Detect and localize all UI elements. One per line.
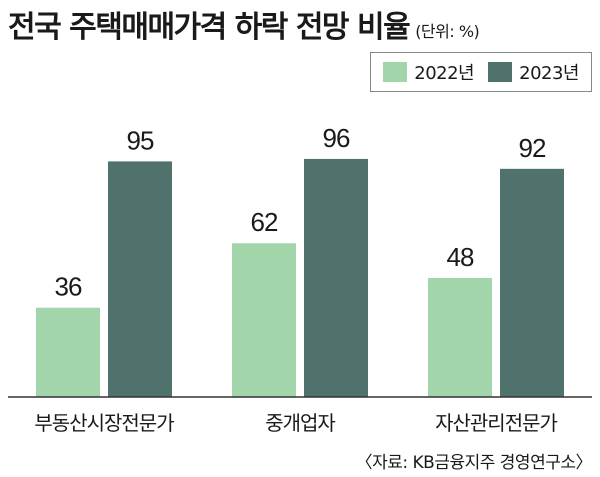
category-label-1: 중개업자 [265,411,335,435]
unit-label: (단위: %) [415,22,480,41]
bar-2022-1 [232,243,296,397]
bar-2023-2 [500,168,564,397]
legend-item-2023: 2023년 [488,59,579,85]
data-label-2022-0: 36 [55,272,82,302]
legend-item-2022: 2022년 [383,59,475,85]
bar-2022-2 [428,277,492,397]
category-label-0: 부동산시장전문가 [34,411,174,435]
legend-label-2023: 2023년 [519,63,579,84]
legend: 2022년 2023년 [370,52,592,92]
legend-label-2022: 2022년 [414,63,475,84]
bar-2023-0 [108,161,172,397]
title-row: 전국 주택매매가격 하락 전망 비율 (단위: %) [8,2,480,46]
data-label-2022-2: 48 [447,242,474,272]
data-label-2022-1: 62 [251,207,278,237]
source-note: 〈자료: KB금융지주 경영연구소〉 [355,453,593,473]
bar-2022-0 [36,307,100,397]
bar-2023-1 [304,158,368,397]
legend-swatch-2023 [488,62,513,82]
legend-swatch-2022 [383,62,408,82]
data-label-2023-0: 95 [127,125,154,155]
data-label-2023-2: 92 [519,133,546,163]
data-label-2023-1: 96 [323,123,350,153]
chart-title: 전국 주택매매가격 하락 전망 비율 [8,10,411,45]
category-label-2: 자산관리전문가 [435,411,557,435]
